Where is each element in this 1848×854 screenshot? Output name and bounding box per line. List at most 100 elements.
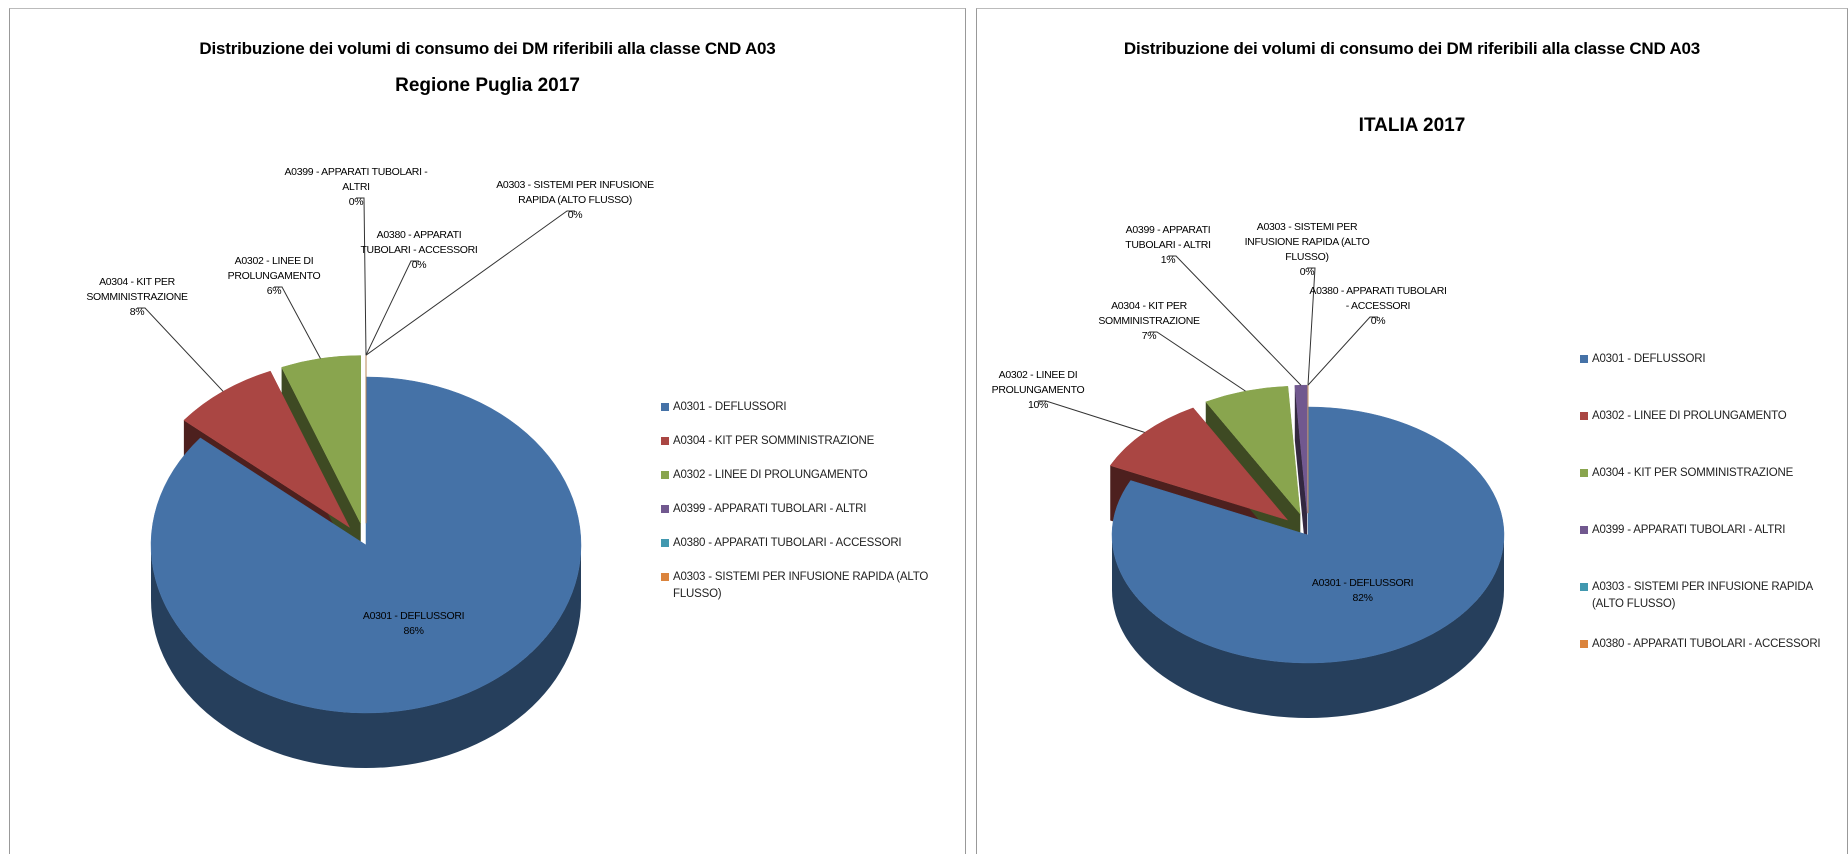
slice-label: A0304 - KIT PER SOMMINISTRAZIONE 8% — [77, 275, 197, 320]
leader-line — [1149, 331, 1246, 392]
legend-item: A0380 - APPARATI TUBOLARI - ACCESSORI — [661, 535, 961, 552]
pie-slice — [281, 355, 362, 524]
leader-line — [1038, 400, 1145, 433]
chart-panel: Distribuzione dei volumi di consumo dei … — [9, 8, 966, 854]
slice-label-name: A0303 - SISTEMI PER INFUSIONE RAPIDA (AL… — [496, 179, 654, 206]
slice-label: A0380 - APPARATI TUBOLARI - ACCESSORI 0% — [352, 228, 487, 273]
legend-label: A0399 - APPARATI TUBOLARI - ALTRI — [1592, 524, 1786, 536]
slice-label-name: A0302 - LINEE DI PROLUNGAMENTO — [991, 369, 1085, 396]
legend-label: A0304 - KIT PER SOMMINISTRAZIONE — [1592, 467, 1794, 479]
slice-tops — [150, 355, 582, 714]
legend-item: A0301 - DEFLUSSORI — [1580, 351, 1840, 368]
slice-label-value: 0% — [1299, 266, 1315, 278]
chart-title: Distribuzione dei volumi di consumo dei … — [199, 39, 776, 58]
pie-slice — [1111, 406, 1505, 664]
slice-label: A0302 - LINEE DI PROLUNGAMENTO 10% — [978, 368, 1098, 413]
legend-swatch — [661, 505, 669, 513]
slice-label-name: A0399 - APPARATI TUBOLARI - ALTRI — [284, 166, 428, 193]
leader-lines — [137, 197, 575, 392]
slice-label-value: 86% — [403, 625, 424, 638]
legend-item: A0304 - KIT PER SOMMINISTRAZIONE — [661, 433, 961, 450]
slice-label-name: A0380 - APPARATI TUBOLARI - ACCESSORI — [360, 229, 478, 256]
slice-label-value: 6% — [266, 285, 282, 297]
slice-label-value: 7% — [1141, 330, 1157, 342]
slice-label-value: 0% — [567, 209, 583, 221]
legend-swatch — [1580, 412, 1588, 420]
slice-label-name: A0301 - DEFLUSSORI — [362, 610, 465, 623]
pie-slice — [1109, 407, 1289, 521]
legend-label: A0301 - DEFLUSSORI — [673, 401, 787, 413]
slice-label: A0301 - DEFLUSSORI 82% — [1293, 576, 1433, 606]
legend-swatch — [1580, 526, 1588, 534]
legend-item: A0302 - LINEE DI PROLUNGAMENTO — [1580, 408, 1840, 425]
legend-label: A0380 - APPARATI TUBOLARI - ACCESSORI — [1592, 638, 1821, 650]
leader-line — [1307, 316, 1378, 386]
slice-label-name: A0304 - KIT PER SOMMINISTRAZIONE — [86, 276, 188, 303]
legend-label: A0380 - APPARATI TUBOLARI - ACCESSORI — [673, 537, 902, 549]
leader-line — [365, 210, 575, 356]
legend-label: A0304 - KIT PER SOMMINISTRAZIONE — [673, 435, 875, 447]
leader-line — [356, 197, 367, 356]
slice-label-value: 0% — [1370, 315, 1386, 327]
chart-title: Distribuzione dei volumi di consumo dei … — [1123, 39, 1701, 58]
legend-swatch — [661, 573, 669, 581]
chart-panel: Distribuzione dei volumi di consumo dei … — [976, 8, 1848, 854]
slice-label-name: A0302 - LINEE DI PROLUNGAMENTO — [227, 255, 321, 282]
legend-label: A0301 - DEFLUSSORI — [1592, 353, 1706, 365]
slice-label: A0399 - APPARATI TUBOLARI - ALTRI 1% — [1111, 223, 1226, 268]
legend-label: A0303 - SISTEMI PER INFUSIONE RAPIDA (AL… — [673, 571, 929, 600]
legend-label: A0302 - LINEE DI PROLUNGAMENTO — [673, 469, 868, 481]
slice-label-value: 1% — [1160, 254, 1176, 266]
slice-label-name: A0399 - APPARATI TUBOLARI - ALTRI — [1125, 224, 1211, 251]
slice-label: A0303 - SISTEMI PER INFUSIONE RAPIDA (AL… — [1232, 220, 1382, 280]
pie-plot — [137, 197, 582, 768]
slice-label-value: 8% — [129, 306, 145, 318]
legend-item: A0380 - APPARATI TUBOLARI - ACCESSORI — [1580, 636, 1840, 653]
leader-lines — [1038, 255, 1378, 433]
legend-swatch — [1580, 355, 1588, 363]
legend-item: A0399 - APPARATI TUBOLARI - ALTRI — [1580, 522, 1840, 539]
legend-item: A0302 - LINEE DI PROLUNGAMENTO — [661, 467, 961, 484]
legend-swatch — [1580, 640, 1588, 648]
pie-slice — [1294, 384, 1308, 514]
slice-label-value: 10% — [1027, 399, 1049, 411]
slice-front — [1112, 535, 1504, 718]
chart-subtitle: ITALIA 2017 — [1358, 115, 1466, 136]
legend-swatch — [661, 403, 669, 411]
legend-item: A0301 - DEFLUSSORI — [661, 399, 961, 416]
chart-subtitle: Regione Puglia 2017 — [395, 75, 580, 96]
slice-label-value: 0% — [348, 196, 364, 208]
leader-line — [1307, 267, 1316, 386]
pie-plot — [1038, 255, 1505, 718]
slice-label: A0302 - LINEE DI PROLUNGAMENTO 6% — [209, 254, 339, 299]
slice-label-name: A0303 - SISTEMI PER INFUSIONE RAPIDA (AL… — [1244, 221, 1370, 263]
pie-slice — [183, 370, 351, 529]
leader-line — [365, 260, 419, 356]
slice-label: A0301 - DEFLUSSORI 86% — [344, 609, 484, 639]
slice-fronts — [1112, 535, 1504, 718]
slice-front — [151, 545, 581, 768]
legend-label: A0303 - SISTEMI PER INFUSIONE RAPIDA (AL… — [1592, 581, 1813, 610]
legend-label: A0302 - LINEE DI PROLUNGAMENTO — [1592, 410, 1787, 422]
slice-label-name: A0301 - DEFLUSSORI — [1311, 577, 1414, 590]
legend-swatch — [661, 437, 669, 445]
slice-label-name: A0304 - KIT PER SOMMINISTRAZIONE — [1098, 300, 1200, 327]
legend-swatch — [1580, 583, 1588, 591]
slice-label-value: 82% — [1352, 592, 1373, 605]
slice-label-name: A0380 - APPARATI TUBOLARI - ACCESSORI — [1309, 285, 1447, 312]
slice-label: A0399 - APPARATI TUBOLARI - ALTRI 0% — [281, 165, 431, 210]
legend-swatch — [1580, 469, 1588, 477]
pie-slice — [150, 376, 582, 714]
leader-line — [1168, 255, 1302, 386]
leader-line — [137, 307, 224, 392]
legend-swatch — [661, 539, 669, 547]
legend-item: A0303 - SISTEMI PER INFUSIONE RAPIDA (AL… — [661, 569, 961, 603]
legend-item: A0303 - SISTEMI PER INFUSIONE RAPIDA (AL… — [1580, 579, 1840, 613]
pie-slice — [1205, 386, 1301, 515]
slice-side — [1294, 385, 1308, 569]
legend-swatch — [661, 471, 669, 479]
slice-tops — [1109, 384, 1505, 664]
slice-label-value: 0% — [411, 259, 427, 271]
slice-label: A0380 - APPARATI TUBOLARI - ACCESSORI 0% — [1308, 284, 1448, 329]
